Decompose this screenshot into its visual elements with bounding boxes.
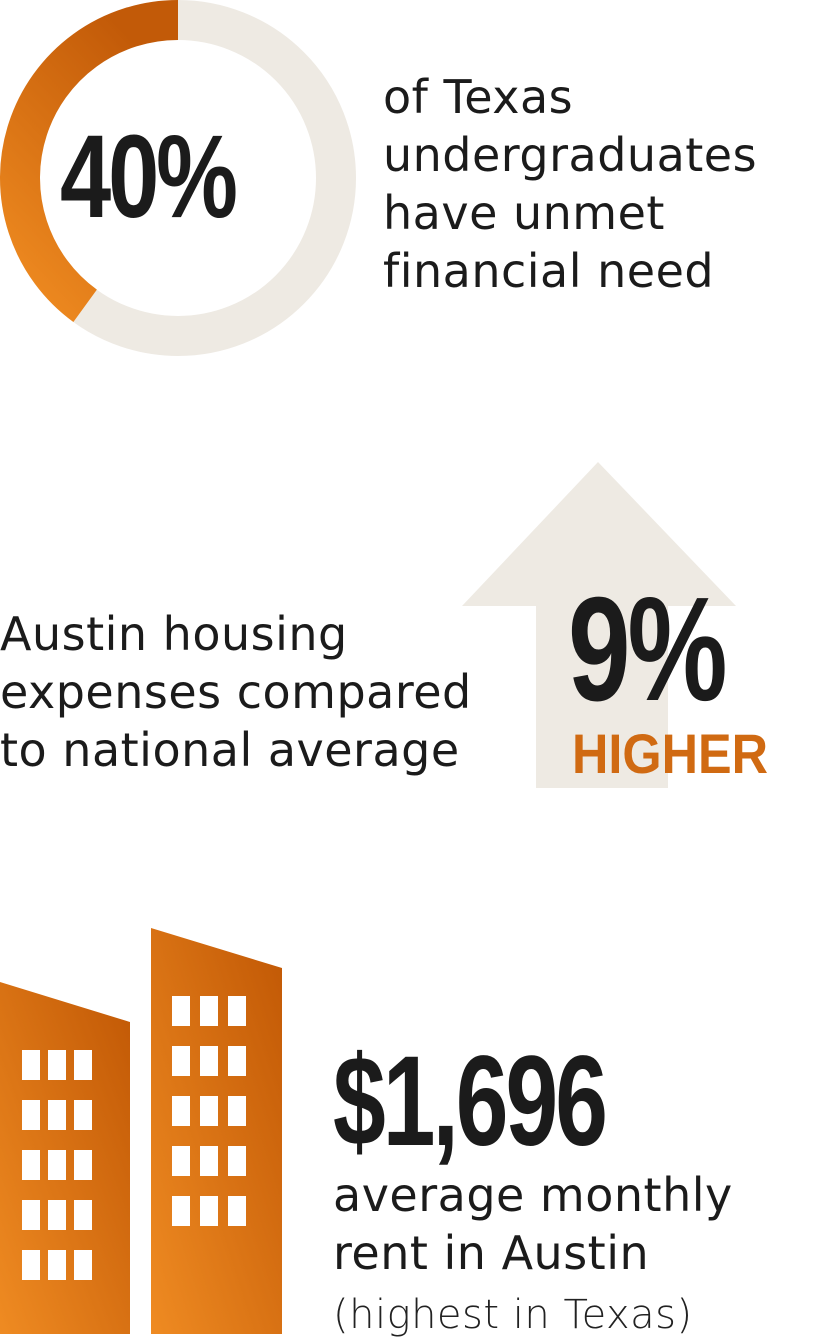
unmet-need-value: 40% <box>60 111 238 243</box>
window <box>172 1046 190 1076</box>
window <box>228 1146 246 1176</box>
window <box>22 1050 40 1080</box>
rent-description: average monthly rent in Austin <box>333 1166 733 1282</box>
building-windows <box>22 996 246 1280</box>
window <box>200 1196 218 1226</box>
window <box>228 1046 246 1076</box>
window <box>228 1196 246 1226</box>
unmet-need-description: of Texas undergraduates have unmet finan… <box>383 68 757 300</box>
housing-description: Austin housing expenses compared to nati… <box>0 605 472 779</box>
building-right <box>151 928 282 1334</box>
housing-line-3: to national average <box>0 723 460 777</box>
window <box>200 996 218 1026</box>
housing-qualifier: HIGHER <box>572 722 769 785</box>
window <box>22 1200 40 1230</box>
window <box>172 1196 190 1226</box>
window <box>172 996 190 1026</box>
arrow-up-icon <box>462 462 736 788</box>
window <box>200 1046 218 1076</box>
window <box>48 1200 66 1230</box>
window <box>228 996 246 1026</box>
donut-fill-arc <box>0 0 179 322</box>
window <box>48 1250 66 1280</box>
window <box>228 1096 246 1126</box>
housing-line-1: Austin housing <box>0 607 348 661</box>
unmet-need-line-3: have unmet <box>383 186 665 240</box>
housing-value: 9% <box>568 567 728 732</box>
window <box>48 1100 66 1130</box>
buildings-icon <box>0 928 282 1334</box>
window <box>74 1250 92 1280</box>
window <box>22 1100 40 1130</box>
rent-value: $1,696 <box>333 1030 608 1173</box>
window <box>74 1100 92 1130</box>
housing-line-2: expenses compared <box>0 665 472 719</box>
window <box>172 1146 190 1176</box>
rent-line-1: average monthly <box>333 1168 733 1222</box>
window <box>48 1050 66 1080</box>
window <box>74 1200 92 1230</box>
window <box>172 1096 190 1126</box>
rent-line-2: rent in Austin <box>333 1226 650 1280</box>
unmet-need-line-2: undergraduates <box>383 128 758 182</box>
window <box>74 1150 92 1180</box>
window <box>22 1250 40 1280</box>
window <box>74 1050 92 1080</box>
window <box>200 1146 218 1176</box>
window <box>48 1150 66 1180</box>
window <box>200 1096 218 1126</box>
window <box>22 1150 40 1180</box>
unmet-need-line-1: of Texas <box>383 70 574 124</box>
unmet-need-line-4: financial need <box>383 244 715 298</box>
rent-note: (highest in Texas) <box>333 1292 693 1338</box>
donut-chart <box>0 0 356 356</box>
